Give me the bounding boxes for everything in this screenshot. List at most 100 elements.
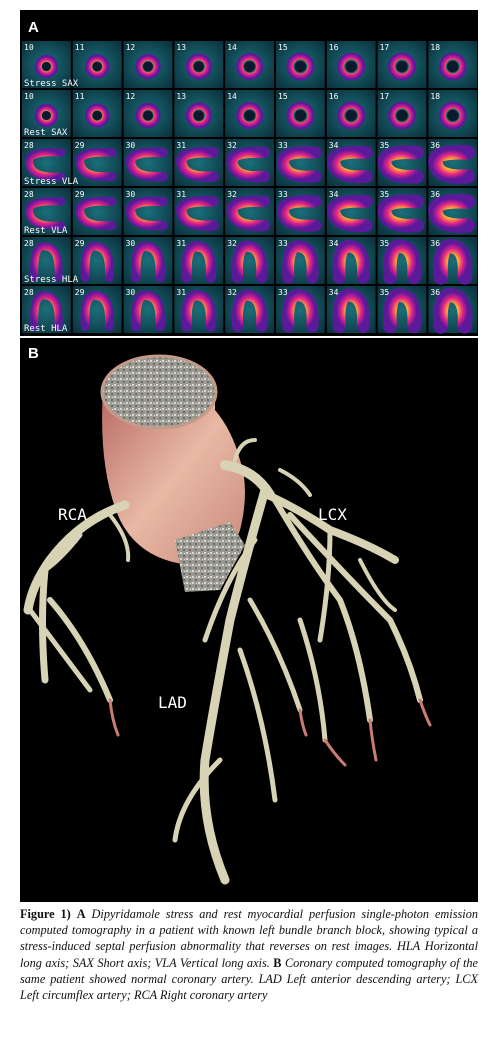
- cavity: [345, 60, 357, 73]
- perfusion-shape: [382, 288, 422, 334]
- slice-number: 33: [278, 288, 288, 297]
- slice-number: 29: [75, 288, 85, 297]
- perfusion-ring: [185, 53, 212, 80]
- cavity: [345, 109, 357, 122]
- cavity: [294, 60, 307, 73]
- perfusion-shape: [226, 146, 271, 183]
- perfusion-ring: [337, 52, 366, 81]
- slice-number: 36: [430, 141, 440, 150]
- perfusion-ring: [438, 52, 467, 81]
- cavity: [294, 109, 307, 122]
- slice-number: 12: [126, 92, 136, 101]
- slice-number: 31: [176, 288, 186, 297]
- cavity: [447, 60, 459, 73]
- slice-number: 31: [176, 190, 186, 199]
- perfusion-shape: [377, 145, 424, 184]
- perfusion-ring: [135, 53, 161, 80]
- perfusion-shape: [75, 196, 117, 231]
- slice-number: 32: [227, 288, 237, 297]
- slice-number: 30: [126, 190, 136, 199]
- perfusion-shape: [327, 145, 373, 184]
- panel-label: A: [28, 19, 39, 36]
- perfusion-shape: [181, 289, 217, 332]
- slice-number: 13: [176, 92, 186, 101]
- slice-number: 33: [278, 141, 288, 150]
- slice-number: 34: [329, 190, 339, 199]
- spect-grid: 10 11 12 13 14 15 16 17 18 Stress SAX 10 11 12 13 14 15…: [22, 41, 478, 334]
- perfusion-shape: [226, 195, 271, 232]
- perfusion-shape: [231, 289, 268, 333]
- slice-number: 17: [380, 43, 390, 52]
- caption-a-label: A: [76, 907, 86, 921]
- slice-number: 36: [430, 190, 440, 199]
- slice-number: 31: [176, 239, 186, 248]
- perfusion-shape: [130, 290, 166, 332]
- perfusion-ring: [438, 101, 467, 130]
- perfusion-ring: [337, 101, 366, 130]
- cavity: [41, 111, 51, 120]
- perfusion-ring: [34, 103, 59, 128]
- perfusion-ring: [236, 52, 264, 81]
- slice-number: 33: [278, 239, 288, 248]
- slice-number: 28: [24, 141, 34, 150]
- slice-number: 36: [430, 239, 440, 248]
- perfusion-ring: [388, 101, 416, 130]
- slice-number: 17: [380, 92, 390, 101]
- slice-number: 32: [227, 239, 237, 248]
- slice-number: 15: [278, 43, 288, 52]
- coronary-render: [23, 354, 432, 885]
- slice-number: 35: [380, 190, 390, 199]
- slice-number: 28: [24, 288, 34, 297]
- slice-number: 14: [227, 92, 237, 101]
- slice-number: 29: [75, 141, 85, 150]
- perfusion-shape: [181, 240, 217, 283]
- perfusion-ring: [185, 102, 212, 129]
- perfusion-shape: [276, 146, 322, 183]
- perfusion-shape: [176, 196, 219, 231]
- caption: Figure 1) A Dipyridamole stress and rest…: [20, 906, 478, 1003]
- slice-number: 34: [329, 141, 339, 150]
- row-label: Stress VLA: [24, 177, 79, 187]
- row-label: Stress HLA: [24, 275, 79, 285]
- slice-number: 32: [227, 141, 237, 150]
- slice-number: 18: [430, 92, 440, 101]
- slice-number: 33: [278, 190, 288, 199]
- perfusion-ring: [85, 54, 110, 79]
- perfusion-shape: [125, 196, 168, 231]
- perfusion-shape: [30, 242, 63, 282]
- perfusion-ring: [34, 54, 59, 79]
- row-label: Rest HLA: [24, 324, 68, 334]
- slice-number: 28: [24, 239, 34, 248]
- perfusion-ring: [236, 101, 264, 130]
- perfusion-ring: [135, 102, 161, 129]
- slice-number: 11: [75, 43, 85, 52]
- panel-b-bg: [20, 338, 478, 902]
- slice-number: 10: [24, 92, 34, 101]
- perfusion-shape: [125, 147, 168, 182]
- perfusion-shape: [428, 145, 475, 184]
- perfusion-shape: [276, 195, 322, 232]
- slice-number: 35: [380, 239, 390, 248]
- slice-number: 30: [126, 141, 136, 150]
- cavity: [92, 110, 102, 121]
- slice-number: 12: [126, 43, 136, 52]
- cavity: [396, 60, 408, 73]
- slice-number: 35: [380, 288, 390, 297]
- slice-number: 31: [176, 141, 186, 150]
- slice-number: 32: [227, 190, 237, 199]
- slice-number: 30: [126, 239, 136, 248]
- cavity: [244, 61, 256, 72]
- perfusion-shape: [282, 240, 319, 284]
- perfusion-shape: [433, 238, 473, 285]
- slice-number: 13: [176, 43, 186, 52]
- perfusion-shape: [30, 291, 63, 331]
- cavity: [41, 62, 51, 71]
- slice-number: 11: [75, 92, 85, 101]
- perfusion-shape: [428, 194, 475, 233]
- vessel-label: LCX: [318, 505, 347, 524]
- perfusion-shape: [332, 239, 370, 284]
- slice-number: 36: [430, 288, 440, 297]
- cavity: [143, 61, 153, 72]
- slice-number: 35: [380, 141, 390, 150]
